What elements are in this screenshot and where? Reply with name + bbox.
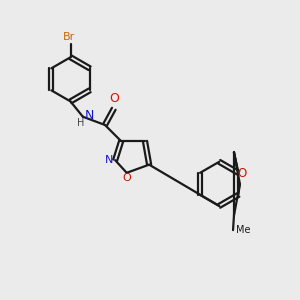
- Text: Me: Me: [236, 225, 250, 235]
- Text: O: O: [122, 173, 131, 183]
- Text: O: O: [110, 92, 119, 105]
- Text: N: N: [85, 109, 94, 122]
- Text: O: O: [238, 167, 247, 180]
- Text: N: N: [105, 155, 113, 165]
- Text: H: H: [77, 118, 84, 128]
- Text: Br: Br: [63, 32, 75, 42]
